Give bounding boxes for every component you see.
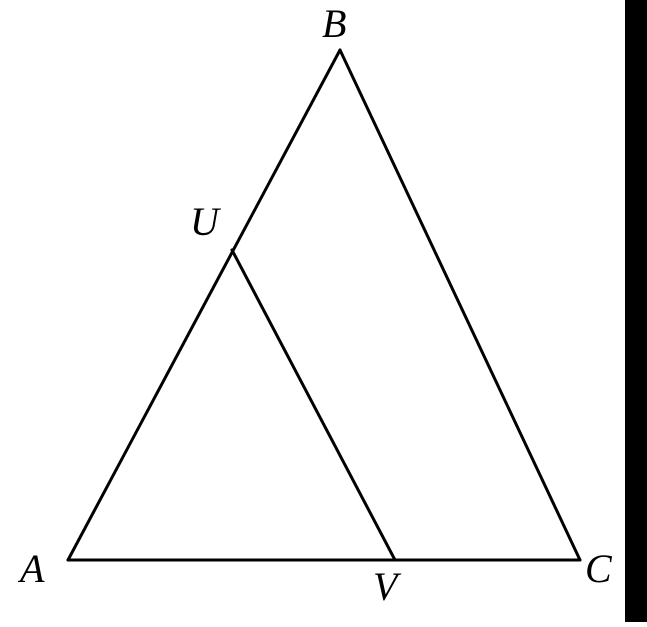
- vertex-label-u: U: [190, 198, 219, 245]
- triangle-svg: [0, 0, 647, 622]
- geometry-diagram: A B C U V: [0, 0, 647, 622]
- vertex-label-b: B: [322, 0, 346, 47]
- edges: [68, 50, 580, 560]
- vertex-label-c: C: [585, 545, 612, 592]
- right-border-strip: [625, 0, 647, 622]
- vertex-label-v: V: [373, 563, 397, 610]
- vertex-label-a: A: [20, 545, 44, 592]
